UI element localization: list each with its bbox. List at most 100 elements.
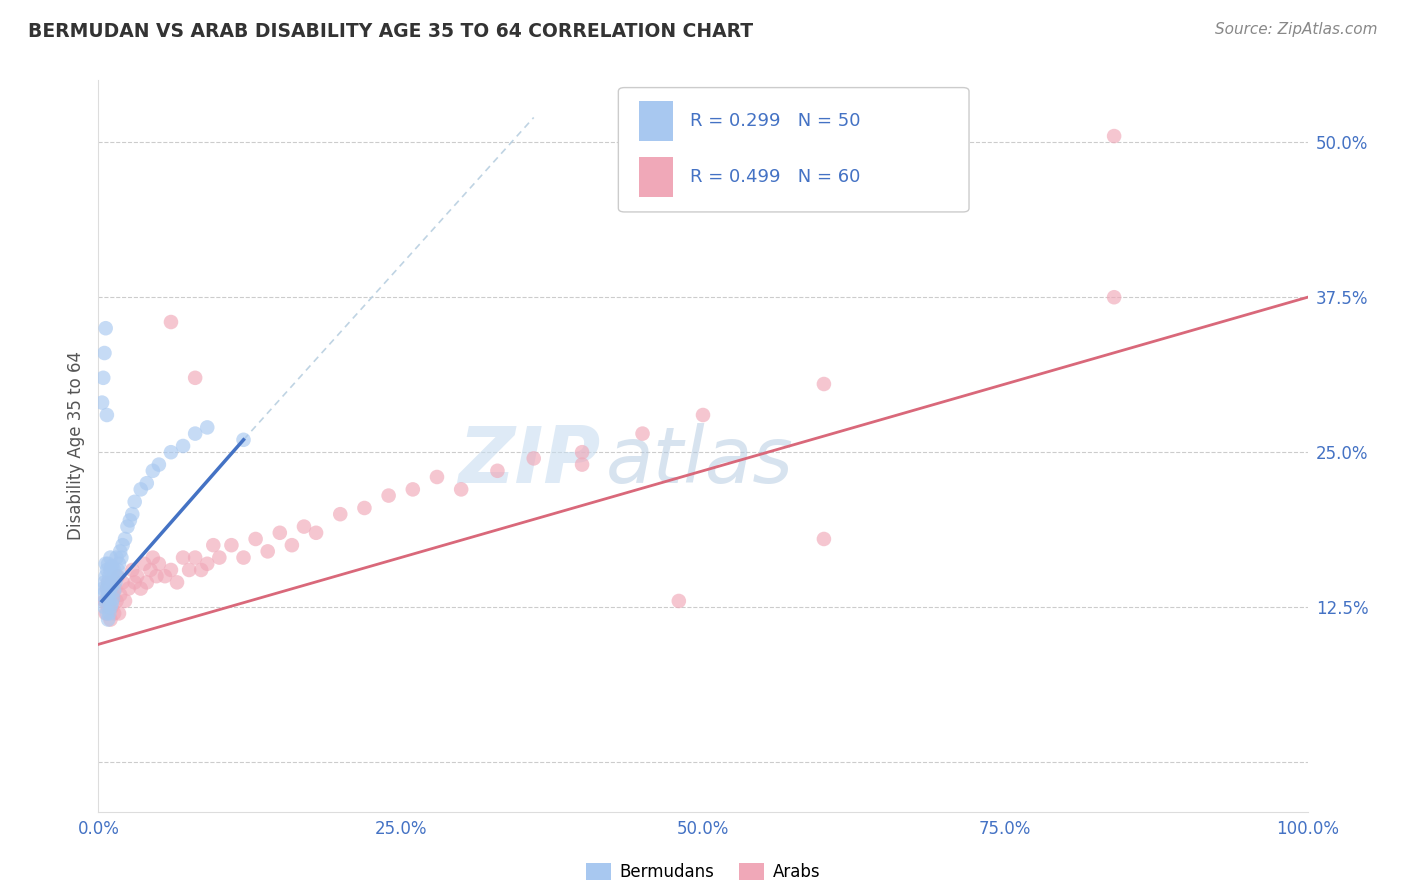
Point: [166, 575, 188, 590]
Point: [93, 346, 115, 360]
Point: [426, 470, 449, 484]
Point: [195, 557, 218, 571]
Point: [98, 594, 121, 608]
Point: [668, 594, 690, 608]
Point: [96, 607, 118, 621]
Point: [100, 613, 122, 627]
Point: [96, 582, 118, 596]
Point: [813, 532, 835, 546]
Point: [124, 495, 146, 509]
Legend: Bermudans, Arabs: Bermudans, Arabs: [579, 856, 827, 888]
Point: [523, 451, 546, 466]
Point: [1102, 290, 1125, 304]
Point: [142, 464, 165, 478]
Point: [103, 607, 125, 621]
Point: [108, 557, 131, 571]
Point: [108, 544, 131, 558]
Point: [139, 563, 162, 577]
Point: [329, 507, 352, 521]
Point: [571, 445, 593, 459]
Point: [232, 433, 254, 447]
Point: [813, 377, 835, 392]
Point: [692, 408, 714, 422]
Point: [97, 588, 120, 602]
Point: [101, 572, 124, 586]
Point: [160, 315, 183, 329]
Point: [98, 594, 121, 608]
Point: [107, 569, 129, 583]
Point: [101, 591, 124, 606]
Bar: [638, 101, 673, 141]
Point: [135, 476, 157, 491]
Point: [1102, 129, 1125, 144]
Point: [118, 513, 141, 527]
Point: [111, 575, 134, 590]
Point: [232, 550, 254, 565]
Point: [142, 550, 165, 565]
Point: [91, 588, 114, 602]
Point: [100, 579, 122, 593]
Point: [100, 597, 122, 611]
Point: [245, 532, 267, 546]
Point: [98, 607, 121, 621]
Point: [148, 458, 170, 472]
Point: [108, 607, 131, 621]
Point: [195, 420, 218, 434]
Point: [105, 594, 128, 608]
Point: [353, 500, 375, 515]
Point: [118, 582, 141, 596]
Point: [100, 550, 122, 565]
Point: [96, 582, 118, 596]
Point: [486, 464, 509, 478]
Point: [100, 600, 122, 615]
Point: [172, 550, 194, 565]
Point: [221, 538, 243, 552]
Point: [117, 519, 139, 533]
Point: [134, 557, 156, 571]
FancyBboxPatch shape: [619, 87, 969, 212]
Point: [450, 483, 472, 497]
Point: [129, 582, 152, 596]
Point: [97, 600, 120, 615]
Point: [121, 563, 143, 577]
Text: ZIP: ZIP: [458, 423, 600, 499]
Point: [100, 559, 122, 574]
Point: [124, 575, 146, 590]
Point: [208, 550, 231, 565]
Point: [93, 575, 115, 590]
Point: [135, 575, 157, 590]
Point: [103, 563, 125, 577]
Point: [94, 607, 117, 621]
Text: R = 0.299   N = 50: R = 0.299 N = 50: [690, 112, 860, 130]
Point: [96, 408, 118, 422]
Point: [110, 550, 132, 565]
Point: [377, 489, 399, 503]
Point: [121, 507, 143, 521]
Point: [160, 563, 183, 577]
Point: [94, 557, 117, 571]
Bar: [638, 157, 673, 197]
Point: [100, 582, 122, 596]
Point: [177, 563, 201, 577]
Point: [305, 525, 328, 540]
Point: [114, 594, 136, 608]
Point: [91, 371, 114, 385]
Point: [94, 321, 117, 335]
Point: [127, 569, 149, 583]
Point: [105, 569, 128, 583]
Point: [98, 569, 121, 583]
Point: [97, 613, 120, 627]
Point: [292, 519, 315, 533]
Point: [105, 550, 128, 565]
Point: [93, 594, 115, 608]
Point: [100, 563, 122, 577]
Point: [104, 582, 127, 596]
Point: [184, 426, 207, 441]
Point: [97, 557, 120, 571]
Point: [202, 538, 225, 552]
Text: R = 0.499   N = 60: R = 0.499 N = 60: [690, 169, 860, 186]
Point: [96, 563, 118, 577]
Point: [101, 588, 124, 602]
Point: [94, 569, 117, 583]
Point: [148, 557, 170, 571]
